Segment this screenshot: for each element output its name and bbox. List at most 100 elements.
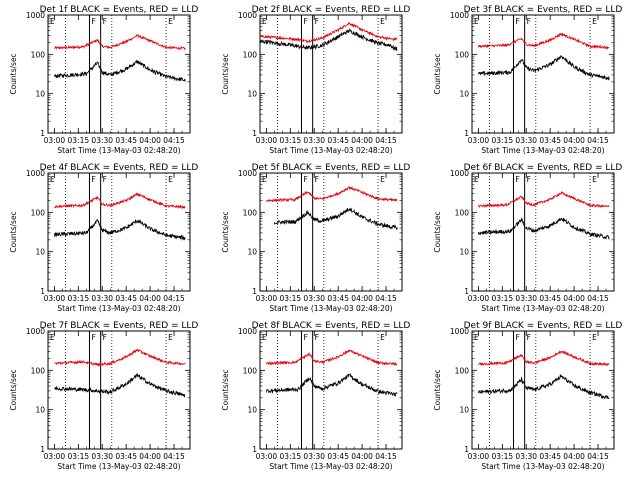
plot-frame — [471, 330, 615, 450]
x-tick-label: 03:45 — [115, 136, 137, 145]
y-tick-label: 1 — [252, 287, 257, 296]
y-tick-label: 100 — [455, 366, 470, 375]
lld-series-line — [266, 185, 398, 203]
marker-label: E — [474, 175, 479, 184]
x-tick-label: 03:15 — [68, 136, 90, 145]
x-tick-label: 03:45 — [115, 294, 137, 303]
panel-title: Det 1f BLACK = Events, RED = LLD — [40, 5, 199, 15]
x-tick-label: 03:15 — [280, 452, 302, 461]
y-tick-label: 1000 — [450, 11, 469, 20]
x-tick-label: 03:00 — [44, 136, 66, 145]
x-axis-label: Start Time (13-May-03 02:48:20) — [481, 146, 604, 155]
y-axis-label: Counts/sec — [433, 53, 442, 94]
lld-series-line — [478, 190, 610, 209]
marker-label: F — [103, 17, 107, 26]
y-tick-label: 10 — [459, 90, 469, 99]
x-axis-label: Start Time (13-May-03 02:48:20) — [481, 462, 604, 471]
x-tick-label: 03:30 — [303, 136, 325, 145]
panel-title: Det 3f BLACK = Events, RED = LLD — [464, 5, 623, 15]
x-tick-label: 03:45 — [327, 136, 349, 145]
events-series-line — [477, 373, 610, 400]
x-tick-label: 04:00 — [351, 452, 373, 461]
plot-frame — [259, 330, 403, 450]
marker-label: F — [91, 333, 95, 342]
panel-title: Det 5f BLACK = Events, RED = LLD — [252, 163, 411, 173]
x-tick-label: 04:00 — [351, 294, 373, 303]
lld-series-line — [54, 348, 186, 367]
marker-label: E — [262, 333, 267, 342]
marker-label: F — [315, 17, 319, 26]
marker-label: F — [103, 333, 107, 342]
lld-series-line — [54, 33, 186, 51]
marker-label: F — [91, 175, 95, 184]
lld-series-line — [266, 349, 398, 367]
x-tick-label: 03:15 — [492, 294, 514, 303]
marker-label: E — [50, 333, 55, 342]
events-series-line — [273, 207, 398, 230]
panel-title: Det 2f BLACK = Events, RED = LLD — [252, 5, 411, 15]
marker-label: E — [50, 17, 55, 26]
marker-label: F — [515, 17, 519, 26]
events-series-line — [259, 28, 398, 52]
plot-frame — [47, 330, 191, 450]
y-tick-label: 1000 — [26, 11, 45, 20]
x-tick-label: 03:15 — [280, 294, 302, 303]
x-tick-label: 03:45 — [539, 452, 561, 461]
y-tick-label: 10 — [35, 248, 45, 257]
x-tick-label: 04:00 — [563, 294, 585, 303]
y-tick-label: 100 — [243, 208, 258, 217]
y-tick-label: 10 — [247, 248, 257, 257]
x-tick-label: 04:15 — [375, 452, 397, 461]
marker-label: E — [474, 17, 479, 26]
x-tick-label: 03:00 — [44, 294, 66, 303]
x-tick-label: 03:30 — [303, 294, 325, 303]
x-axis-label: Start Time (13-May-03 02:48:20) — [57, 304, 180, 313]
x-tick-label: 03:00 — [468, 294, 490, 303]
y-tick-label: 1000 — [26, 169, 45, 178]
panel-det-1: Det 1f BLACK = Events, RED = LLD 1 10 100 10… — [9, 5, 198, 155]
x-tick-label: 03:15 — [492, 452, 514, 461]
panel-det-6: Det 6f BLACK = Events, RED = LLD 1 10 100 10… — [433, 163, 622, 313]
marker-label: E — [592, 175, 597, 184]
panel-title: Det 4f BLACK = Events, RED = LLD — [40, 163, 199, 173]
x-axis-label: Start Time (13-May-03 02:48:20) — [269, 462, 392, 471]
marker-label: E — [168, 333, 173, 342]
marker-label: F — [527, 175, 531, 184]
marker-label: E — [380, 175, 385, 184]
x-tick-label: 03:15 — [280, 136, 302, 145]
plot-frame — [259, 14, 403, 134]
marker-label: F — [303, 175, 307, 184]
y-tick-label: 1 — [464, 445, 469, 454]
y-tick-label: 1 — [252, 129, 257, 138]
events-series-line — [477, 217, 610, 240]
y-tick-label: 10 — [35, 406, 45, 415]
y-tick-label: 1000 — [450, 327, 469, 336]
marker-label: F — [303, 17, 307, 26]
marker-label: E — [168, 17, 173, 26]
panel-title: Det 6f BLACK = Events, RED = LLD — [464, 163, 623, 173]
x-tick-label: 04:15 — [163, 452, 185, 461]
y-tick-label: 100 — [455, 50, 470, 59]
x-axis-label: Start Time (13-May-03 02:48:20) — [269, 304, 392, 313]
panel-det-7: Det 7f BLACK = Events, RED = LLD 1 10 100 10… — [9, 321, 198, 471]
x-tick-label: 04:15 — [375, 294, 397, 303]
x-tick-label: 03:30 — [91, 294, 113, 303]
x-tick-label: 03:45 — [539, 294, 561, 303]
x-tick-label: 04:15 — [587, 452, 609, 461]
y-tick-label: 1000 — [450, 169, 469, 178]
x-tick-label: 03:15 — [68, 452, 90, 461]
y-tick-label: 100 — [455, 208, 470, 217]
plot-frame — [47, 14, 191, 134]
panel-title: Det 7f BLACK = Events, RED = LLD — [40, 321, 199, 331]
lld-series-line — [259, 21, 398, 44]
marker-label: F — [527, 333, 531, 342]
x-tick-label: 03:30 — [303, 452, 325, 461]
panel-det-5: Det 5f BLACK = Events, RED = LLD 1 10 100 10… — [221, 163, 410, 313]
marker-label: E — [168, 175, 173, 184]
x-tick-label: 03:45 — [327, 294, 349, 303]
x-tick-label: 03:30 — [515, 136, 537, 145]
y-axis-label: Counts/sec — [9, 369, 18, 410]
lld-series-line — [478, 349, 610, 367]
y-tick-label: 1000 — [238, 11, 257, 20]
y-tick-label: 100 — [31, 366, 46, 375]
